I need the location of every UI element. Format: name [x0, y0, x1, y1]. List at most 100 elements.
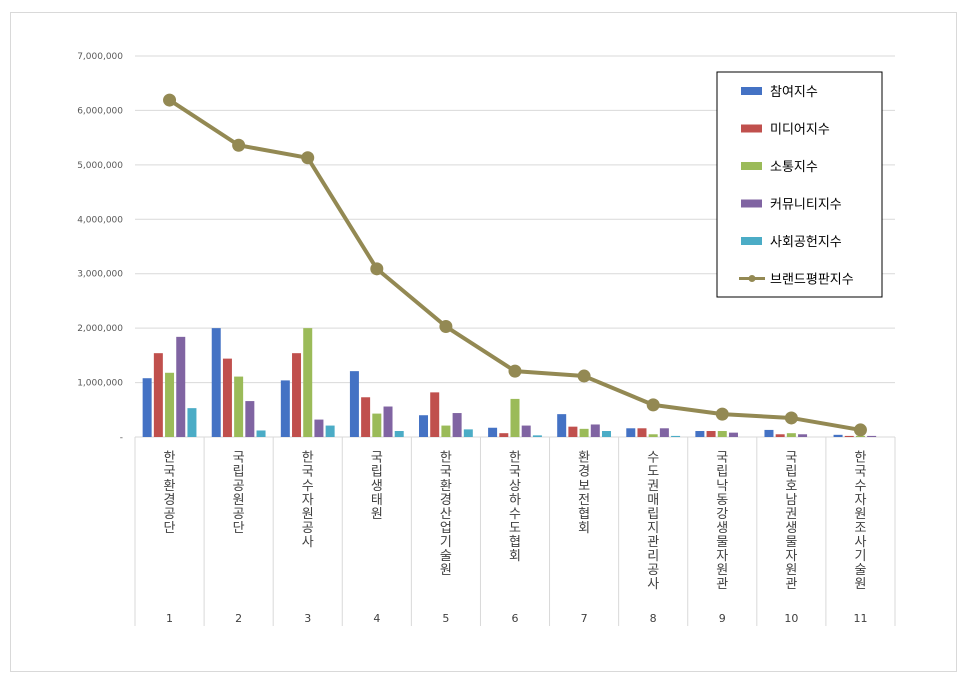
legend-label: 소통지수 [770, 160, 818, 175]
bar [314, 419, 324, 437]
bar [510, 398, 520, 437]
bar [383, 406, 393, 437]
line-point [301, 151, 315, 165]
y-tick-label: 2,000,000 [77, 324, 123, 334]
bar [695, 431, 705, 437]
y-tick-label: 6,000,000 [77, 106, 123, 116]
rank-label: 8 [650, 612, 657, 625]
line-point [784, 411, 798, 425]
bar [303, 328, 313, 437]
bar [867, 435, 877, 437]
bar [532, 435, 542, 437]
bar [245, 401, 255, 437]
y-tick-label: - [120, 433, 123, 443]
bar [521, 425, 531, 437]
rank-label: 5 [442, 612, 449, 625]
bar [568, 426, 578, 437]
line-point [370, 262, 384, 276]
line-point [646, 398, 660, 412]
legend-swatch [741, 87, 762, 95]
bar [706, 431, 716, 437]
bar [637, 428, 647, 437]
bar [717, 431, 727, 437]
legend-swatch [741, 124, 762, 133]
rank-label: 6 [512, 612, 519, 625]
bar [452, 413, 462, 437]
bar [855, 435, 865, 437]
line-point [715, 407, 729, 421]
bar [786, 433, 796, 437]
bar [844, 435, 854, 437]
y-axis-ticks: - 1,000,000 2,000,000 3,000,000 4,000,000 5,0… [77, 52, 123, 443]
line-point [853, 423, 867, 437]
rank-label: 7 [581, 612, 588, 625]
bar [211, 328, 221, 437]
bar [153, 353, 163, 437]
bar [728, 432, 738, 437]
legend-swatch [741, 237, 762, 245]
bar [557, 414, 567, 437]
bar [626, 428, 636, 437]
category-table: 한 국 환 경 공 단 1 국 립 공 원 공 단 2 한 국 수 자 원 공 사 3 국 립 생 태 원 4 한 국 환 경 산 업 기 술 원 5 한 국… [134, 436, 896, 626]
bar [441, 425, 451, 437]
bar [256, 430, 266, 437]
bar [372, 413, 382, 437]
bar [165, 372, 175, 437]
legend-swatch [741, 162, 762, 170]
bar [430, 392, 440, 437]
bar [187, 408, 197, 437]
legend-label: 커뮤니티지수 [770, 198, 842, 213]
bar [499, 433, 509, 437]
y-tick-label: 3,000,000 [77, 270, 123, 280]
bar [659, 428, 669, 437]
line-point [232, 138, 246, 152]
bar [176, 336, 186, 437]
rank-label: 1 [166, 612, 173, 625]
line-point [439, 320, 453, 334]
legend-label: 미디어지수 [770, 123, 830, 138]
rank-label: 3 [304, 612, 311, 625]
legend-swatch [741, 199, 762, 208]
bar [775, 434, 785, 437]
brand-index-line [163, 93, 867, 437]
bar [292, 353, 302, 437]
bar [764, 429, 774, 437]
bar [394, 431, 404, 437]
legend-label: 참여지수 [770, 85, 818, 100]
legend-label: 브랜드평판지수 [770, 273, 854, 288]
legend-swatch-marker [748, 275, 756, 282]
bar [590, 424, 600, 437]
bar [648, 434, 658, 437]
bar [798, 434, 808, 437]
bar [280, 380, 290, 437]
line-point [508, 364, 522, 378]
bar [579, 428, 589, 437]
bar [349, 371, 359, 437]
legend-box [716, 71, 883, 298]
y-tick-label: 5,000,000 [77, 161, 123, 171]
y-tick-label: 7,000,000 [77, 52, 123, 62]
bar [671, 435, 681, 437]
rank-label: 2 [235, 612, 242, 625]
bar [142, 378, 152, 437]
rank-label: 10 [784, 612, 798, 625]
bar [488, 427, 498, 437]
legend-label: 사회공헌지수 [770, 235, 842, 250]
bar [222, 358, 232, 437]
bar [463, 429, 473, 437]
y-tick-label: 1,000,000 [77, 379, 123, 389]
bar [601, 431, 611, 437]
